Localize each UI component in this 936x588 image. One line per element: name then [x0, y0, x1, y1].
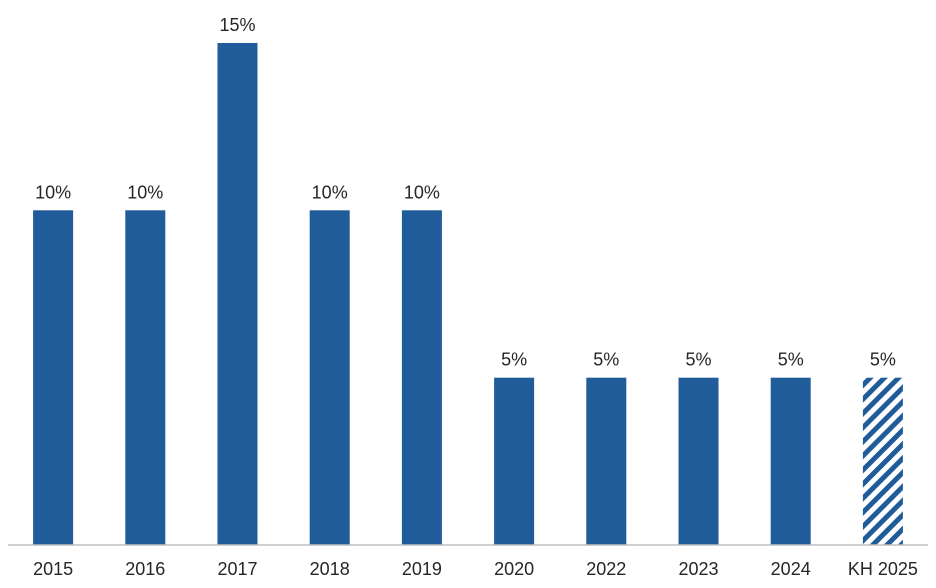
- x-tick-kh-2025: KH 2025: [848, 559, 918, 579]
- x-tick-2020: 2020: [494, 559, 534, 579]
- bar-2023: [678, 377, 719, 545]
- bar-2022: [586, 377, 627, 545]
- data-label-2015: 10%: [35, 182, 71, 202]
- bar-2019: [401, 210, 442, 546]
- bar-2018: [309, 210, 350, 546]
- data-labels: 10% 10% 15% 10% 10% 5% 5% 5% 5% 5%: [35, 15, 896, 370]
- data-label-2024: 5%: [778, 350, 804, 370]
- data-label-kh-2025: 5%: [870, 350, 896, 370]
- x-tick-2022: 2022: [586, 559, 626, 579]
- bar-kh-2025: [862, 377, 903, 545]
- data-label-2023: 5%: [685, 350, 711, 370]
- bar-2020: [494, 377, 535, 545]
- data-label-2016: 10%: [127, 182, 163, 202]
- data-label-2019: 10%: [404, 182, 440, 202]
- bar-2024: [770, 377, 811, 545]
- x-tick-2024: 2024: [771, 559, 811, 579]
- bar-2015: [33, 210, 74, 546]
- x-tick-2017: 2017: [217, 559, 257, 579]
- data-label-2018: 10%: [312, 182, 348, 202]
- data-label-2022: 5%: [593, 350, 619, 370]
- x-tick-2018: 2018: [310, 559, 350, 579]
- x-tick-2015: 2015: [33, 559, 73, 579]
- data-label-2017: 15%: [219, 15, 255, 35]
- x-tick-2019: 2019: [402, 559, 442, 579]
- x-tick-2016: 2016: [125, 559, 165, 579]
- bar-2017: [217, 43, 258, 545]
- bars: [33, 43, 903, 546]
- x-tick-labels: 2015 2016 2017 2018 2019 2020 2022 2023 2024 KH 2…: [33, 559, 918, 579]
- x-tick-2023: 2023: [678, 559, 718, 579]
- data-label-2020: 5%: [501, 350, 527, 370]
- bar-2016: [125, 210, 166, 546]
